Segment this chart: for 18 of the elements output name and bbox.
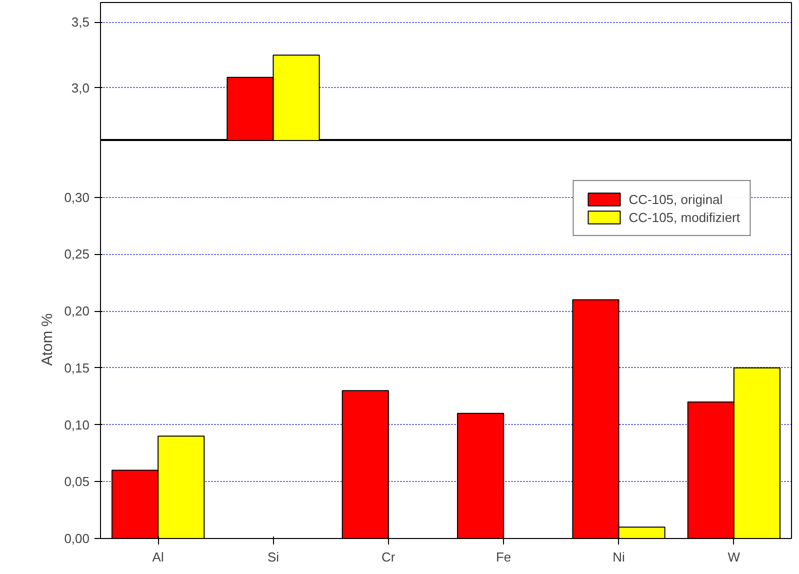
x-tick-label: W [728,550,741,564]
y-tick-label: 0,30 [64,190,90,205]
legend-label: CC-105, original [628,192,723,206]
y-tick-label: 3,5 [71,14,90,30]
y-axis-title: Atom % [39,313,56,366]
legend-label: CC-105, modifiziert [628,210,740,224]
x-tick-label: Al [152,550,164,564]
y-tick-label: 0,15 [64,360,90,376]
y-tick-label: 0,05 [64,474,90,490]
y-tick-label: 0,25 [64,246,90,262]
x-tick-label: Si [267,550,280,564]
x-tick-label: Fe [496,550,512,564]
y-tick-label: 0,00 [64,531,90,546]
y-tick-label: 3,0 [71,80,90,96]
y-tick-label: 0,10 [64,417,90,432]
y-tick-label: 0,20 [64,304,90,319]
x-tick-label: Ni [612,550,625,564]
x-tick-label: Cr [382,550,396,564]
